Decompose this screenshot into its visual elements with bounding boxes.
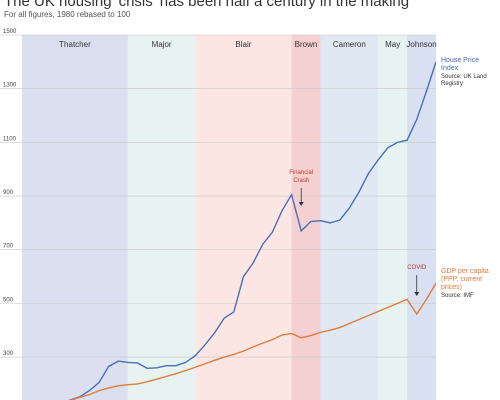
- y-tick-label: 1300: [3, 83, 17, 89]
- era-band: [22, 35, 128, 400]
- era-band: [320, 35, 379, 400]
- annotation-arrowhead: [414, 292, 420, 296]
- era-label: Cameron: [333, 40, 366, 49]
- y-tick-label: 300: [3, 351, 14, 357]
- chart-title: The UK housing 'crisis' has been half a …: [4, 0, 410, 10]
- era-label: Thatcher: [59, 40, 91, 49]
- series-line: [68, 61, 436, 400]
- era-band: [378, 35, 408, 400]
- annotation: COVID: [407, 265, 427, 271]
- y-tick-label: 1100: [3, 136, 17, 142]
- era-label: Brown: [295, 40, 318, 49]
- era-band: [127, 35, 196, 400]
- series-label: House Price Index: [441, 57, 480, 72]
- y-tick-label: 1500: [3, 29, 17, 35]
- y-tick-label: 500: [3, 297, 14, 303]
- era-label: Johnson: [406, 40, 436, 49]
- era-band: [195, 35, 292, 400]
- series-line: [69, 282, 436, 400]
- y-tick-label: 900: [3, 190, 14, 196]
- era-label: Blair: [235, 40, 251, 49]
- series-source: Source: IMF: [441, 293, 474, 299]
- era-label: May: [385, 40, 400, 49]
- era-band: [407, 35, 436, 400]
- chart-subtitle: For all figures, 1980 rebased to 100: [4, 10, 131, 19]
- annotation: Financial Crash: [289, 170, 314, 184]
- y-tick-label: 700: [3, 244, 14, 250]
- era-band: [291, 35, 321, 400]
- series-label: GDP per capita (PPP, current prices): [441, 268, 489, 291]
- series-source: Source: UK Land Registry: [441, 74, 487, 87]
- era-label: Major: [152, 40, 172, 49]
- annotation-arrowhead: [298, 202, 304, 206]
